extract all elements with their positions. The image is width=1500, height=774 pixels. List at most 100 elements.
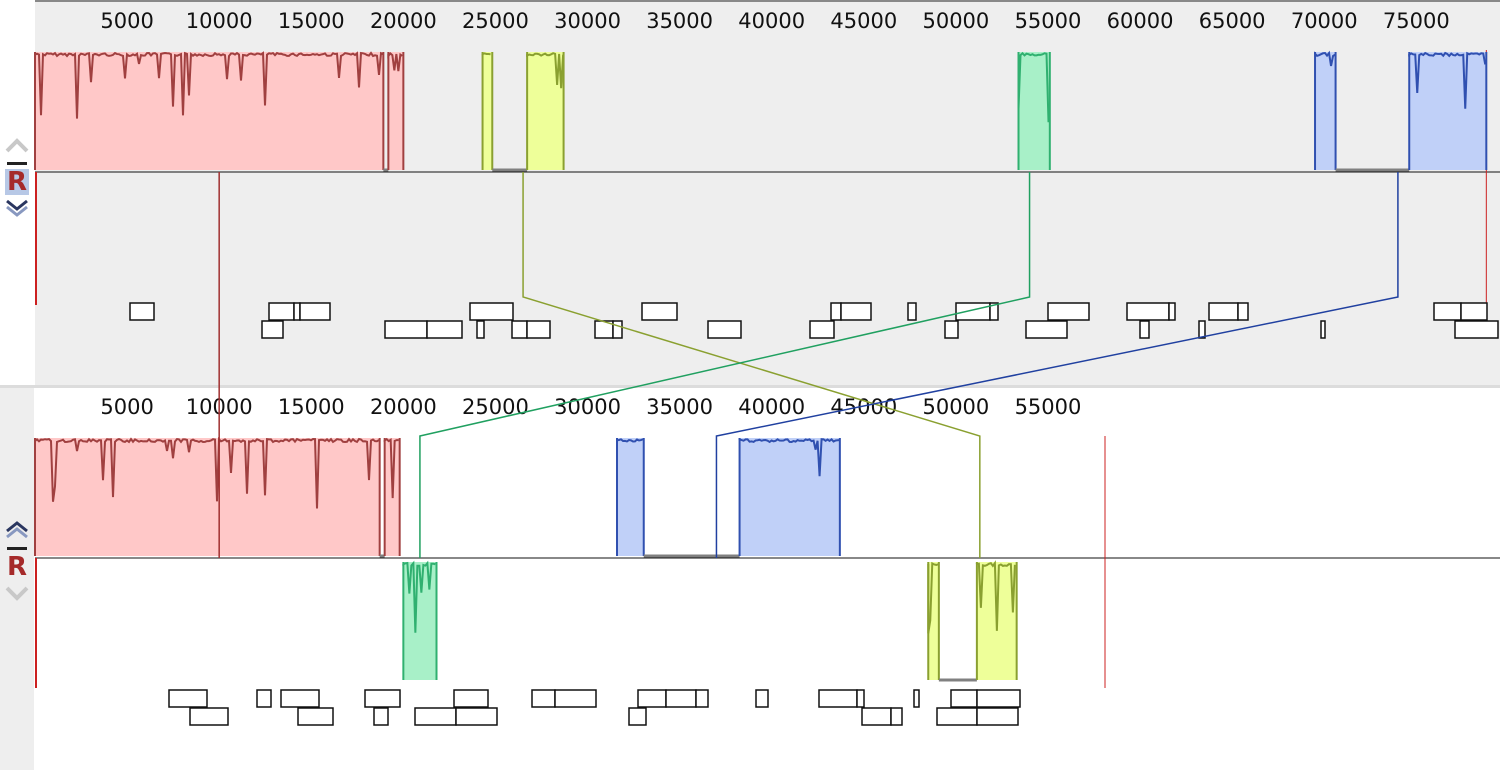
gene-feature[interactable] — [707, 320, 742, 339]
lcb-block[interactable] — [402, 560, 438, 680]
reference-button[interactable]: R — [6, 552, 28, 582]
gene-feature[interactable] — [936, 707, 978, 726]
lcb-fill — [1409, 52, 1487, 170]
ruler-tick-label: 35000 — [646, 395, 713, 419]
gene-feature[interactable] — [1454, 320, 1499, 339]
gene-feature[interactable] — [856, 689, 865, 708]
gene-feature[interactable] — [426, 320, 463, 339]
gene-feature[interactable] — [293, 302, 301, 321]
gene-feature[interactable] — [299, 302, 331, 321]
gene-feature[interactable] — [511, 320, 528, 339]
gene-feature[interactable] — [531, 689, 556, 708]
lcb-block[interactable] — [34, 51, 405, 172]
gene-feature[interactable] — [637, 689, 667, 708]
gene-feature[interactable] — [840, 302, 872, 321]
gene-feature[interactable] — [189, 707, 229, 726]
gene-feature[interactable] — [453, 689, 489, 708]
gene-feature[interactable] — [1237, 302, 1249, 321]
ruler-tick-label: 55000 — [1015, 9, 1082, 33]
genome-1-annotations — [129, 302, 1499, 339]
lcb-block[interactable] — [1017, 51, 1051, 170]
gene-feature[interactable] — [976, 689, 1021, 708]
double-chevron-up-icon[interactable] — [2, 517, 32, 543]
gene-feature[interactable] — [384, 320, 428, 339]
minus-icon[interactable] — [7, 162, 27, 165]
gene-feature[interactable] — [907, 302, 917, 321]
ruler-tick-label: 60000 — [1107, 9, 1174, 33]
genome-2-panel[interactable]: 5000 10000 15000 20000 25000 30000 35000 40000 4… — [34, 385, 1500, 774]
gene-feature[interactable] — [809, 320, 835, 339]
similarity-profile — [402, 560, 436, 633]
gene-feature[interactable] — [469, 302, 514, 321]
chevron-down-icon[interactable] — [2, 580, 32, 606]
lcb-block[interactable] — [481, 52, 565, 172]
gene-feature[interactable] — [830, 302, 842, 321]
minus-icon[interactable] — [7, 547, 27, 550]
gene-feature[interactable] — [268, 302, 295, 321]
gene-feature[interactable] — [944, 320, 959, 339]
similarity-profile — [34, 437, 380, 509]
gene-feature[interactable] — [1460, 302, 1488, 321]
gene-feature[interactable] — [414, 707, 457, 726]
ruler-tick-label: 30000 — [554, 395, 621, 419]
lcb-connector-line — [419, 172, 1031, 558]
gene-feature[interactable] — [1126, 302, 1170, 321]
gene-feature[interactable] — [641, 302, 678, 321]
similarity-profile — [738, 438, 840, 477]
gene-feature[interactable] — [695, 689, 709, 708]
lcb-block[interactable] — [1314, 50, 1488, 172]
ruler-tick-label: 75000 — [1383, 9, 1450, 33]
gene-feature[interactable] — [476, 320, 485, 339]
similarity-profile — [1017, 51, 1050, 123]
gene-feature[interactable] — [1047, 302, 1090, 321]
gene-feature[interactable] — [168, 689, 208, 708]
gene-feature[interactable] — [612, 320, 623, 339]
gene-feature[interactable] — [976, 707, 1019, 726]
ruler-tick-label: 45000 — [830, 395, 897, 419]
gene-feature[interactable] — [665, 689, 697, 708]
lcb-block[interactable] — [34, 437, 401, 558]
gene-feature[interactable] — [989, 302, 999, 321]
gene-feature[interactable] — [261, 320, 284, 339]
gene-feature[interactable] — [554, 689, 597, 708]
ruler-tick-label: 20000 — [370, 9, 437, 33]
gene-feature[interactable] — [364, 689, 401, 708]
ruler-tick-label: 65000 — [1199, 9, 1266, 33]
reference-button[interactable]: R — [4, 167, 30, 197]
ruler-tick-label: 50000 — [922, 9, 989, 33]
gene-feature[interactable] — [818, 689, 858, 708]
ruler-tick-label: 70000 — [1291, 9, 1358, 33]
gene-feature[interactable] — [280, 689, 320, 708]
gene-feature[interactable] — [955, 302, 991, 321]
lcb-connector-line — [522, 172, 981, 558]
gene-feature[interactable] — [1139, 320, 1150, 339]
gene-feature[interactable] — [1320, 320, 1326, 339]
double-chevron-down-icon[interactable] — [2, 195, 32, 221]
genome-1-panel[interactable]: 5000 10000 15000 20000 25000 30000 35000 40000 4… — [34, 0, 1500, 385]
gene-feature[interactable] — [455, 707, 498, 726]
gene-feature[interactable] — [129, 302, 155, 321]
gene-feature[interactable] — [373, 707, 389, 726]
gene-feature[interactable] — [297, 707, 334, 726]
similarity-profile — [975, 560, 1016, 631]
gene-feature[interactable] — [628, 707, 647, 726]
lcb-fill — [617, 438, 644, 556]
gene-feature[interactable] — [890, 707, 903, 726]
gene-feature[interactable] — [950, 689, 978, 708]
gene-feature[interactable] — [1208, 302, 1239, 321]
gene-feature[interactable] — [755, 689, 769, 708]
gene-feature[interactable] — [1168, 302, 1176, 321]
genome-1-controls: R — [0, 132, 34, 221]
gene-feature[interactable] — [1025, 320, 1068, 339]
lcb-block[interactable] — [927, 560, 1018, 682]
gene-feature[interactable] — [526, 320, 551, 339]
chevron-up-icon[interactable] — [2, 132, 32, 158]
ruler-tick-label: 30000 — [554, 9, 621, 33]
gene-feature[interactable] — [1433, 302, 1462, 321]
lcb-block[interactable] — [616, 438, 841, 558]
gene-feature[interactable] — [256, 689, 272, 708]
gene-feature[interactable] — [913, 689, 920, 708]
gene-feature[interactable] — [1198, 320, 1206, 339]
gene-feature[interactable] — [861, 707, 892, 726]
